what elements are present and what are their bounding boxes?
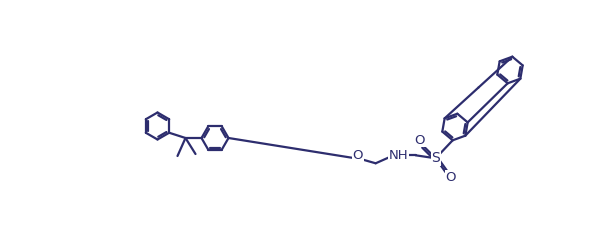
Text: O: O <box>353 149 363 162</box>
Text: S: S <box>432 151 440 165</box>
Text: NH: NH <box>389 149 409 162</box>
Text: O: O <box>415 134 425 147</box>
Text: O: O <box>446 171 456 184</box>
